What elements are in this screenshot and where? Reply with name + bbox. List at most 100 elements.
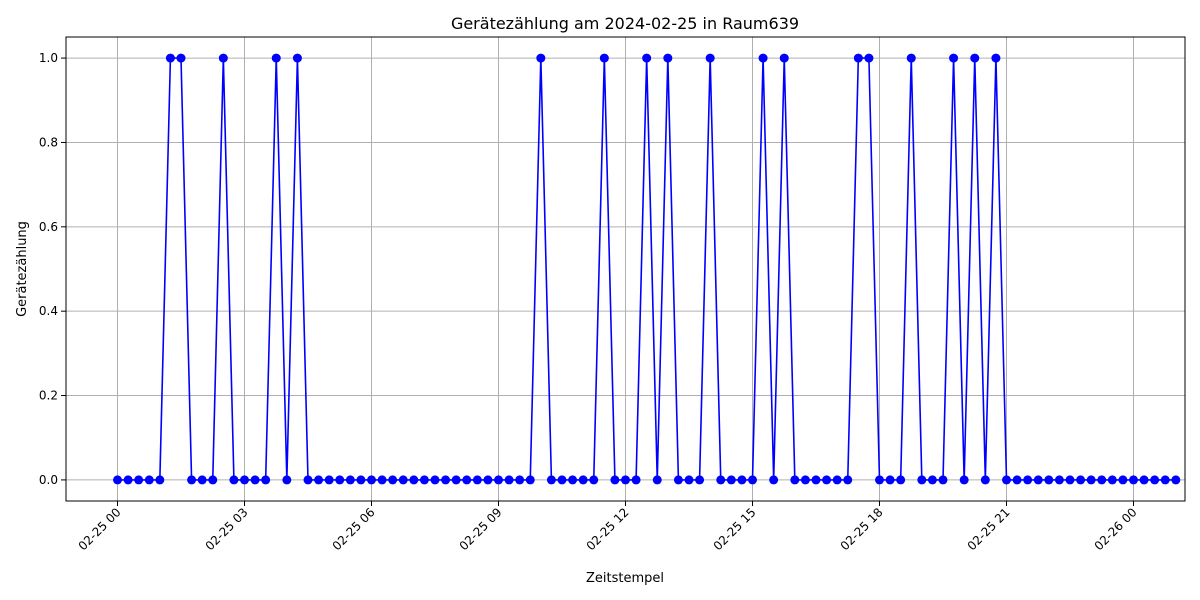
data-point <box>335 475 345 485</box>
data-point <box>504 475 514 485</box>
data-point <box>938 475 948 485</box>
data-point <box>917 475 927 485</box>
chart-title: Gerätezählung am 2024-02-25 in Raum639 <box>451 14 799 33</box>
data-point <box>769 475 779 485</box>
data-point <box>123 475 133 485</box>
data-point <box>525 475 535 485</box>
data-point <box>345 475 355 485</box>
data-point <box>282 475 292 485</box>
data-point <box>536 53 546 63</box>
data-point <box>113 475 123 485</box>
data-point <box>324 475 334 485</box>
data-point <box>377 475 387 485</box>
data-point <box>557 475 567 485</box>
data-point <box>218 53 228 63</box>
y-tick-label: 0.0 <box>39 473 58 487</box>
data-point <box>1001 475 1011 485</box>
data-point <box>673 475 683 485</box>
data-point <box>811 475 821 485</box>
y-tick-label: 0.2 <box>39 389 58 403</box>
data-point <box>853 53 863 63</box>
data-point <box>949 53 959 63</box>
series-line <box>117 57 1176 481</box>
data-point <box>991 53 1001 63</box>
data-point <box>388 475 398 485</box>
data-point <box>546 475 556 485</box>
data-point <box>409 475 419 485</box>
data-point <box>1097 475 1107 485</box>
x-tick-label: 02-26 00 <box>1092 505 1140 553</box>
data-point <box>578 475 588 485</box>
data-point <box>790 475 800 485</box>
data-point <box>1139 475 1149 485</box>
x-tick-label: 02-25 06 <box>330 505 378 553</box>
data-point <box>927 475 937 485</box>
data-point <box>737 475 747 485</box>
y-tick-label: 0.4 <box>39 304 58 318</box>
y-tick-label: 0.6 <box>39 220 58 234</box>
data-point <box>165 53 175 63</box>
data-point <box>515 475 525 485</box>
data-point <box>155 475 165 485</box>
grid <box>66 37 1185 501</box>
y-axis-label: Gerätezählung <box>15 221 30 317</box>
data-point <box>896 475 906 485</box>
data-point <box>1128 475 1138 485</box>
data-point <box>144 475 154 485</box>
data-point <box>134 475 144 485</box>
data-point <box>1054 475 1064 485</box>
data-point <box>1171 475 1181 485</box>
data-point <box>229 475 239 485</box>
x-axis-label: Zeitstempel <box>586 571 664 586</box>
data-point <box>1033 475 1043 485</box>
data-point <box>800 475 810 485</box>
data-point <box>1023 475 1033 485</box>
data-point <box>568 475 578 485</box>
data-point <box>589 475 599 485</box>
y-tick-label: 1.0 <box>39 51 58 65</box>
data-point <box>663 53 673 63</box>
data-point <box>779 53 789 63</box>
x-tick-label: 02-25 00 <box>76 505 124 553</box>
x-tick-label: 02-25 21 <box>965 505 1013 553</box>
data-point <box>705 53 715 63</box>
data-point <box>187 475 197 485</box>
data-point <box>356 475 366 485</box>
data-point <box>494 475 504 485</box>
data-point <box>1044 475 1054 485</box>
x-tick-label: 02-25 18 <box>838 505 886 553</box>
data-point <box>430 475 440 485</box>
data-point <box>1160 475 1170 485</box>
data-point <box>1150 475 1160 485</box>
data-point <box>1107 475 1117 485</box>
data-point <box>695 475 705 485</box>
data-point <box>462 475 472 485</box>
data-point <box>642 53 652 63</box>
data-point <box>726 475 736 485</box>
data-point <box>176 53 186 63</box>
data-point <box>451 475 461 485</box>
data-point <box>208 475 218 485</box>
data-point <box>621 475 630 485</box>
x-axis: 02-25 00 02-25 03 02-25 06 02-25 09 02-25 12… <box>76 501 1140 553</box>
data-point <box>652 475 662 485</box>
data-point <box>758 53 768 63</box>
data-point <box>1076 475 1086 485</box>
data-point <box>684 475 694 485</box>
data-point <box>261 475 271 485</box>
data-point <box>599 53 609 63</box>
data-point <box>716 475 726 485</box>
data-point <box>1065 475 1075 485</box>
data-point <box>1012 475 1022 485</box>
data-point <box>832 475 842 485</box>
data-point <box>303 475 313 485</box>
series-layer <box>113 53 1181 485</box>
y-tick-label: 0.8 <box>39 135 58 149</box>
data-point <box>250 475 260 485</box>
x-tick-label: 02-25 09 <box>457 505 505 553</box>
data-point <box>970 53 980 63</box>
data-point <box>441 475 451 485</box>
data-point <box>959 475 969 485</box>
data-point <box>980 475 990 485</box>
